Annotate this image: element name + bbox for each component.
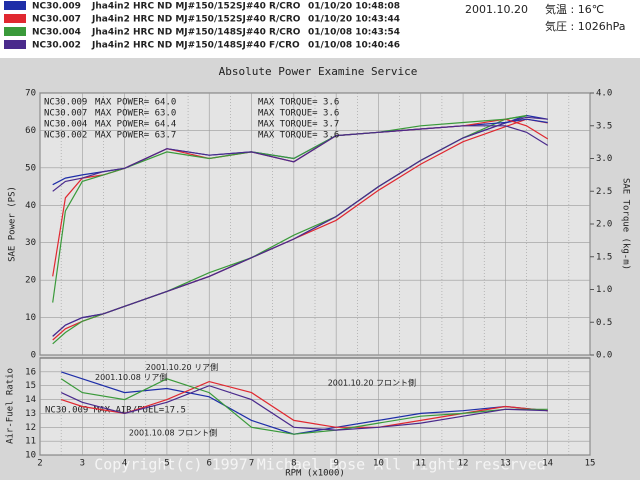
run-description: Jha4in2 HRC ND MJ#150/148SJ#40 F/CRO — [91, 41, 300, 51]
x-tick-label: 8 — [291, 459, 296, 469]
header-date: 2001.10.20 — [465, 3, 528, 16]
run-time: 01/10/08 10:40:46 — [308, 41, 400, 51]
y-tick-label: 0 — [31, 351, 36, 361]
legend-max-power: MAX POWER= 64.4 — [95, 120, 176, 130]
y-tick-label: 10 — [25, 313, 36, 323]
legend-max-torque: MAX TORQUE= 3.6 — [258, 98, 339, 108]
run-color-swatch — [4, 14, 26, 23]
data-line — [52, 125, 549, 192]
y2-tick-label: 0.0 — [596, 351, 612, 361]
x-tick-label: 10 — [373, 459, 384, 469]
y-tick-label: 13 — [25, 409, 36, 419]
y2-tick-label: 3.0 — [596, 154, 612, 164]
y-tick-label: 70 — [25, 89, 36, 99]
y-tick-label: 20 — [25, 276, 36, 286]
x-tick-label: 14 — [542, 459, 553, 469]
run-id: NC30.007 — [32, 15, 81, 25]
y2-tick-label: 1.5 — [596, 252, 612, 262]
run-color-swatch — [4, 27, 26, 36]
legend-name: NC30.007 — [44, 109, 87, 119]
x-tick-label: 12 — [458, 459, 469, 469]
y-tick-label: 10 — [25, 451, 36, 461]
legend-max-power: MAX POWER= 63.7 — [95, 131, 176, 141]
legend-name: NC30.004 — [44, 120, 87, 130]
y-tick-label: 60 — [25, 126, 36, 136]
x-tick-label: 3 — [80, 459, 85, 469]
y-tick-label: 50 — [25, 163, 36, 173]
legend-max-torque: MAX TORQUE= 3.7 — [258, 120, 339, 130]
legend-name: NC30.002 — [44, 131, 87, 141]
run-id: NC30.009 — [32, 2, 81, 12]
y-tick-label: 16 — [25, 367, 36, 377]
af-axis-label: Air-Fuel Ratio — [6, 368, 16, 444]
annotation: 2001.10.20 リア側 — [146, 362, 218, 372]
x-tick-label: 15 — [585, 459, 596, 469]
legend-max-torque: MAX TORQUE= 3.6 — [258, 131, 339, 141]
y-axis-label: SAE Power (PS) — [8, 186, 18, 262]
run-time: 01/10/20 10:48:08 — [308, 2, 400, 12]
chart-title: Absolute Power Examine Service — [219, 65, 418, 78]
header-pressure: 気圧 : 1026hPa — [545, 19, 626, 33]
x-tick-label: 6 — [207, 459, 212, 469]
y-tick-label: 30 — [25, 238, 36, 248]
y2-tick-label: 2.5 — [596, 187, 612, 197]
run-color-swatch — [4, 1, 26, 10]
data-line — [60, 378, 548, 435]
legend-max-power: MAX POWER= 64.0 — [95, 98, 176, 108]
legend-name: NC30.009 — [44, 98, 87, 108]
run-description: Jha4in2 HRC ND MJ#150/148SJ#40 R/CRO — [91, 28, 301, 38]
legend-max-torque: MAX TORQUE= 3.6 — [258, 109, 339, 119]
run-id: NC30.004 — [32, 28, 81, 38]
x-axis-label: RPM (x1000) — [285, 469, 345, 479]
power-plot-area — [39, 92, 591, 356]
y2-tick-label: 1.0 — [596, 285, 612, 295]
run-description: Jha4in2 HRC ND MJ#150/152SJ#40 R/CRO — [91, 2, 301, 12]
y-tick-label: 40 — [25, 201, 36, 211]
legend-max-power: MAX POWER= 63.0 — [95, 109, 176, 119]
copyright-watermark: Copyright(c) 1997 Michael Bose All right… — [94, 456, 546, 474]
y2-axis-label: SAE Torque (kg-m) — [621, 178, 631, 270]
run-color-swatch — [4, 40, 26, 49]
y-tick-label: 15 — [25, 381, 36, 391]
y2-tick-label: 3.5 — [596, 121, 612, 131]
annotation: 2001.10.20 フロント側 — [328, 377, 416, 387]
y-tick-label: 14 — [25, 395, 36, 405]
x-tick-label: 7 — [249, 459, 254, 469]
data-line — [60, 385, 548, 431]
x-tick-label: 2 — [37, 459, 42, 469]
x-tick-label: 13 — [500, 459, 511, 469]
run-time: 01/10/08 10:43:54 — [308, 28, 400, 38]
x-tick-label: 11 — [415, 459, 426, 469]
y-tick-label: 11 — [25, 437, 36, 447]
run-description: Jha4in2 HRC ND MJ#150/152SJ#40 R/CRO — [91, 15, 301, 25]
data-line — [52, 116, 548, 337]
run-time: 01/10/20 10:43:44 — [308, 15, 400, 25]
run-id: NC30.002 — [32, 41, 81, 51]
y2-tick-label: 2.0 — [596, 220, 612, 230]
x-tick-label: 9 — [333, 459, 338, 469]
annotation: 2001.10.08 リア側 — [95, 372, 167, 382]
annotation: 2001.10.08 フロント側 — [129, 427, 217, 437]
y2-tick-label: 4.0 — [596, 89, 612, 99]
x-tick-label: 5 — [164, 459, 169, 469]
y-tick-label: 12 — [25, 423, 36, 433]
y2-tick-label: 0.5 — [596, 318, 612, 328]
x-tick-label: 4 — [122, 459, 127, 469]
header-temperature: 気温 : 16℃ — [545, 2, 604, 16]
